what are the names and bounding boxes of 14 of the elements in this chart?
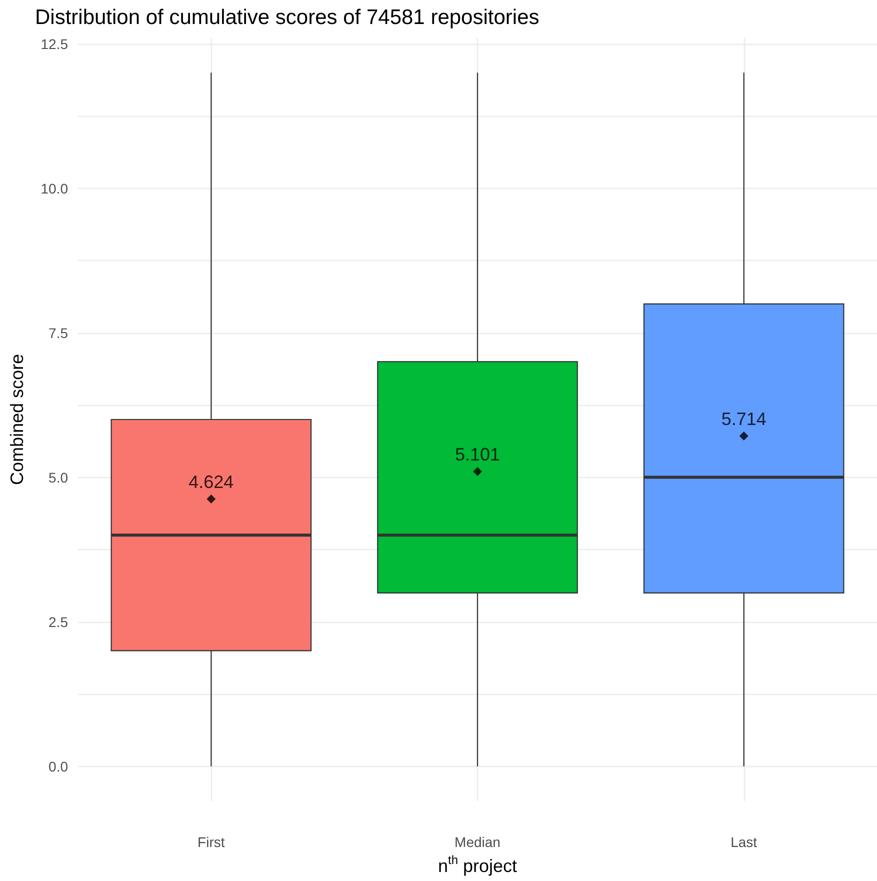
y-tick-label: 7.5: [48, 324, 68, 341]
x-tick-label: First: [198, 834, 225, 850]
x-tick-label: Last: [730, 834, 758, 850]
y-tick-label: 5.0: [48, 469, 68, 486]
y-axis-title: Combined score: [7, 354, 27, 486]
y-tick-label: 0.0: [48, 758, 68, 774]
annotation: 5.714: [721, 409, 766, 430]
y-tick-label: 2.5: [48, 614, 68, 630]
y-tick-label: 10.0: [40, 180, 68, 196]
annotation: 5.101: [454, 444, 500, 464]
chart-title: Distribution of cumulative scores of 74581 repositories: [35, 6, 540, 29]
y-tick-label: 12.5: [40, 36, 68, 52]
x-tick-label: Median: [454, 834, 500, 850]
annotation: 4.624: [188, 472, 234, 492]
